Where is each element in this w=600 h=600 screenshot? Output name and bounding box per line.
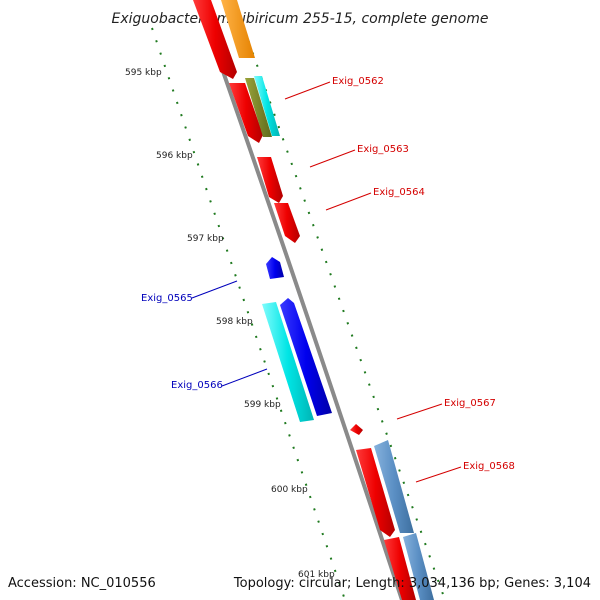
leader-line-exig-0565	[191, 280, 238, 299]
tick-label: 598 kbp	[216, 317, 253, 327]
accession-text: Accession: NC_010556	[8, 576, 156, 591]
leader-line-exig-0564	[325, 192, 372, 211]
tick-label: 600 kbp	[271, 485, 308, 495]
leader-line-exig-0568	[415, 466, 462, 483]
gene-label-exig-0564[interactable]: Exig_0564	[373, 187, 425, 198]
tick-label: 595 kbp	[125, 68, 162, 78]
gene-label-exig-0567[interactable]: Exig_0567	[444, 398, 496, 409]
gene-label-exig-0562[interactable]: Exig_0562	[332, 76, 384, 87]
gene-label-exig-0566[interactable]: Exig_0566	[171, 380, 223, 391]
leader-line-exig-0562	[284, 81, 331, 100]
gene-block-exig-0562-olive[interactable]	[245, 78, 272, 137]
gene-label-exig-0565[interactable]: Exig_0565	[141, 293, 193, 304]
tick-label: 599 kbp	[244, 400, 281, 410]
tick-label: 601 kbp	[298, 570, 335, 580]
gene-arrow-exig-0564[interactable]	[274, 203, 300, 243]
tick-label: 597 kbp	[187, 234, 224, 244]
genome-backbone	[196, 0, 404, 600]
tick-labels: 595 kbp 596 kbp 597 kbp 598 kbp 599 kbp …	[125, 68, 335, 580]
gene-block-exig-0562-cyan[interactable]	[254, 76, 280, 136]
map-title: Exiguobacterium sibiricum 255-15, comple…	[111, 11, 488, 27]
gene-arrow-exig-0567[interactable]	[350, 424, 363, 435]
leader-line-exig-0567	[396, 403, 443, 420]
gene-label-exig-0568[interactable]: Exig_0568	[463, 461, 515, 472]
gene-arrow-exig-0563[interactable]	[257, 157, 283, 203]
tick-label: 596 kbp	[156, 151, 193, 161]
gene-arrow-downstream-red[interactable]	[384, 537, 416, 600]
gene-block-downstream-steel[interactable]	[403, 533, 434, 600]
gene-arrow-exig-0561[interactable]	[193, 0, 237, 79]
gene-block-upstream-orange[interactable]	[221, 0, 255, 58]
gene-label-exig-0563[interactable]: Exig_0563	[357, 144, 409, 155]
gene-arrow-exig-0566[interactable]	[280, 298, 332, 416]
gene-arrow-exig-0568[interactable]	[356, 448, 395, 537]
leader-line-exig-0563	[309, 149, 356, 168]
leader-lines	[191, 81, 462, 483]
leader-line-exig-0566	[221, 368, 268, 387]
topology-text: Topology: circular; Length: 3,034,136 bp…	[233, 576, 591, 591]
gene-block-exig-0566-cyan[interactable]	[262, 302, 314, 422]
gene-block-exig-0568-steel[interactable]	[374, 440, 414, 533]
gene-arrow-exig-0565[interactable]	[266, 257, 284, 279]
gene-arrow-exig-0562[interactable]	[229, 83, 263, 143]
